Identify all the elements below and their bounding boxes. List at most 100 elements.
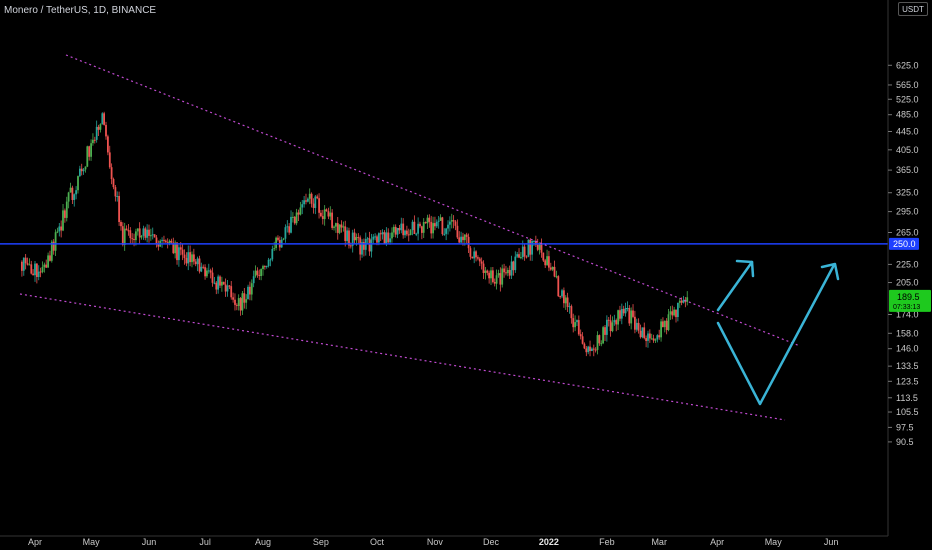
candle (346, 227, 348, 245)
candle (361, 239, 363, 258)
candle (650, 333, 653, 340)
price-axis-background (888, 0, 932, 550)
candle (237, 294, 240, 311)
lower-trendline[interactable] (19, 293, 786, 421)
candle (191, 251, 193, 268)
price-tick-label: 325.0 (896, 188, 919, 198)
candle (135, 228, 137, 246)
candle (344, 220, 347, 247)
candle (228, 285, 231, 290)
candle (314, 195, 317, 215)
price-tick-label: 133.5 (896, 361, 919, 371)
candle (673, 306, 675, 317)
candle (437, 216, 440, 229)
candle (452, 215, 455, 229)
candle (516, 252, 519, 258)
candle (108, 145, 111, 169)
time-tick-label: Nov (427, 537, 444, 547)
candle (402, 218, 405, 239)
candle (36, 263, 38, 284)
candle (419, 221, 421, 229)
currency-unit-button[interactable]: USDT (898, 2, 928, 16)
projection-zigzag-arrow (716, 262, 840, 406)
candle (222, 281, 225, 285)
candle (626, 301, 629, 312)
candle (163, 235, 165, 244)
time-axis[interactable]: Apr May Jun Jul Aug Sep Oct Nov Dec 2022 Feb Mar Apr… (0, 535, 888, 547)
candle (340, 220, 343, 233)
candle (501, 264, 504, 288)
candle (194, 259, 197, 267)
candle (254, 265, 257, 278)
price-tick-label: 105.5 (896, 407, 919, 417)
candle (529, 238, 532, 261)
price-tick-label: 123.5 (896, 376, 919, 386)
candle (252, 270, 255, 288)
candle (637, 318, 640, 334)
candle (482, 260, 485, 279)
candle (570, 304, 573, 324)
price-axis[interactable]: 625.0 565.0 525.0 485.0 445.0 405.0 365.0 325.0… (887, 0, 932, 550)
candle (127, 224, 130, 236)
candle (505, 265, 507, 276)
candle (157, 240, 160, 251)
candle (424, 221, 427, 224)
candle (267, 257, 270, 268)
candle (499, 267, 502, 292)
candle (284, 224, 287, 243)
candle (92, 133, 94, 146)
candle (62, 204, 64, 232)
candle (293, 216, 296, 225)
candle (181, 244, 184, 261)
candle (568, 302, 571, 314)
candle (619, 305, 621, 322)
candle (67, 191, 70, 209)
candle (64, 208, 66, 223)
candle (441, 216, 444, 236)
candle (577, 315, 580, 336)
svg-text:250.0: 250.0 (893, 239, 916, 249)
time-tick-label: Dec (483, 537, 500, 547)
time-tick-label: Feb (599, 537, 615, 547)
candle (250, 279, 253, 301)
candle (234, 293, 236, 311)
time-tick-label: Apr (710, 537, 724, 547)
candle (116, 191, 119, 202)
candle (549, 262, 552, 271)
candle (379, 230, 382, 241)
candle (639, 324, 642, 339)
candle (185, 252, 188, 267)
candle (241, 291, 244, 315)
candle (370, 233, 373, 258)
candle (641, 327, 644, 339)
time-tick-label: Jun (824, 537, 839, 547)
candle (159, 239, 162, 247)
upper-trendline[interactable] (65, 54, 801, 347)
candle (686, 291, 689, 306)
candle (678, 298, 681, 308)
candle (660, 318, 662, 342)
candle (475, 250, 477, 262)
candle (643, 322, 646, 340)
candle (288, 223, 291, 235)
time-tick-label: Jun (142, 537, 157, 547)
candle (290, 210, 292, 234)
candle (506, 267, 509, 277)
candle (39, 267, 42, 278)
candle (331, 209, 333, 230)
price-tick-label: 113.5 (896, 393, 918, 403)
candle (60, 220, 63, 238)
candle (209, 268, 212, 279)
candle (454, 220, 457, 231)
candle (555, 270, 558, 279)
candle (665, 318, 668, 335)
candle (669, 306, 672, 320)
candle (553, 260, 556, 278)
candle (256, 267, 259, 278)
candle (73, 193, 76, 207)
candle (144, 226, 147, 241)
price-tick-label: 485.0 (896, 110, 919, 120)
candle (587, 345, 590, 355)
candle (150, 228, 152, 241)
